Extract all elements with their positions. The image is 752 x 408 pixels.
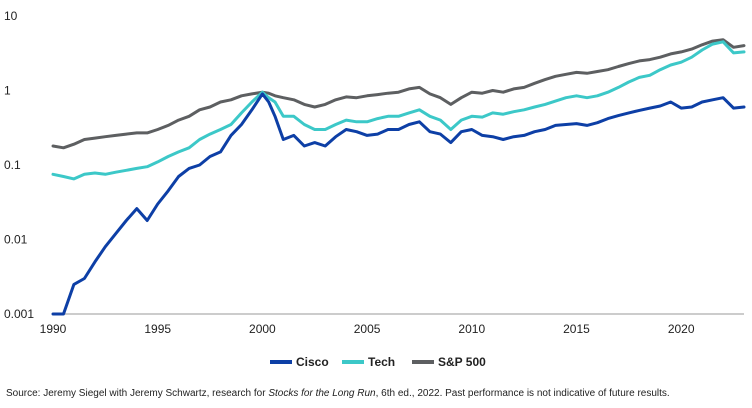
x-tick-label: 2005 [354, 322, 381, 336]
legend-label: Tech [368, 355, 395, 369]
y-tick-label: 10 [4, 9, 18, 23]
series-line-cisco [51, 92, 746, 316]
x-tick-label: 2010 [458, 322, 485, 336]
x-tick-label: 2000 [249, 322, 276, 336]
series-line-s-p-500 [51, 38, 746, 150]
x-tick-label: 1990 [40, 322, 67, 336]
x-tick-label: 1995 [144, 322, 171, 336]
source-note-book-title: Stocks for the Long Run [268, 388, 376, 399]
series-line-tech [51, 40, 746, 181]
y-tick-label: 0.01 [4, 233, 28, 247]
source-note: Source: Jeremy Siegel with Jeremy Schwar… [6, 388, 746, 399]
legend: Cisco Tech S&P 500 [270, 355, 486, 369]
y-tick-label: 0.1 [4, 158, 21, 172]
source-note-prefix: Source: Jeremy Siegel with Jeremy Schwar… [6, 388, 269, 399]
series-lines [51, 38, 746, 316]
x-axis: 1990 1995 2000 2005 2010 2015 2020 [40, 313, 744, 336]
x-tick-label: 2020 [668, 322, 695, 336]
y-tick-label: 0.001 [4, 307, 34, 321]
y-axis: 10 1 0.1 0.01 0.001 [4, 9, 34, 321]
legend-label: S&P 500 [438, 355, 486, 369]
x-tick-label: 2015 [563, 322, 590, 336]
source-note-suffix: , 6th ed., 2022. Past performance is not… [375, 388, 670, 399]
y-tick-label: 1 [4, 84, 11, 98]
legend-label: Cisco [296, 355, 329, 369]
